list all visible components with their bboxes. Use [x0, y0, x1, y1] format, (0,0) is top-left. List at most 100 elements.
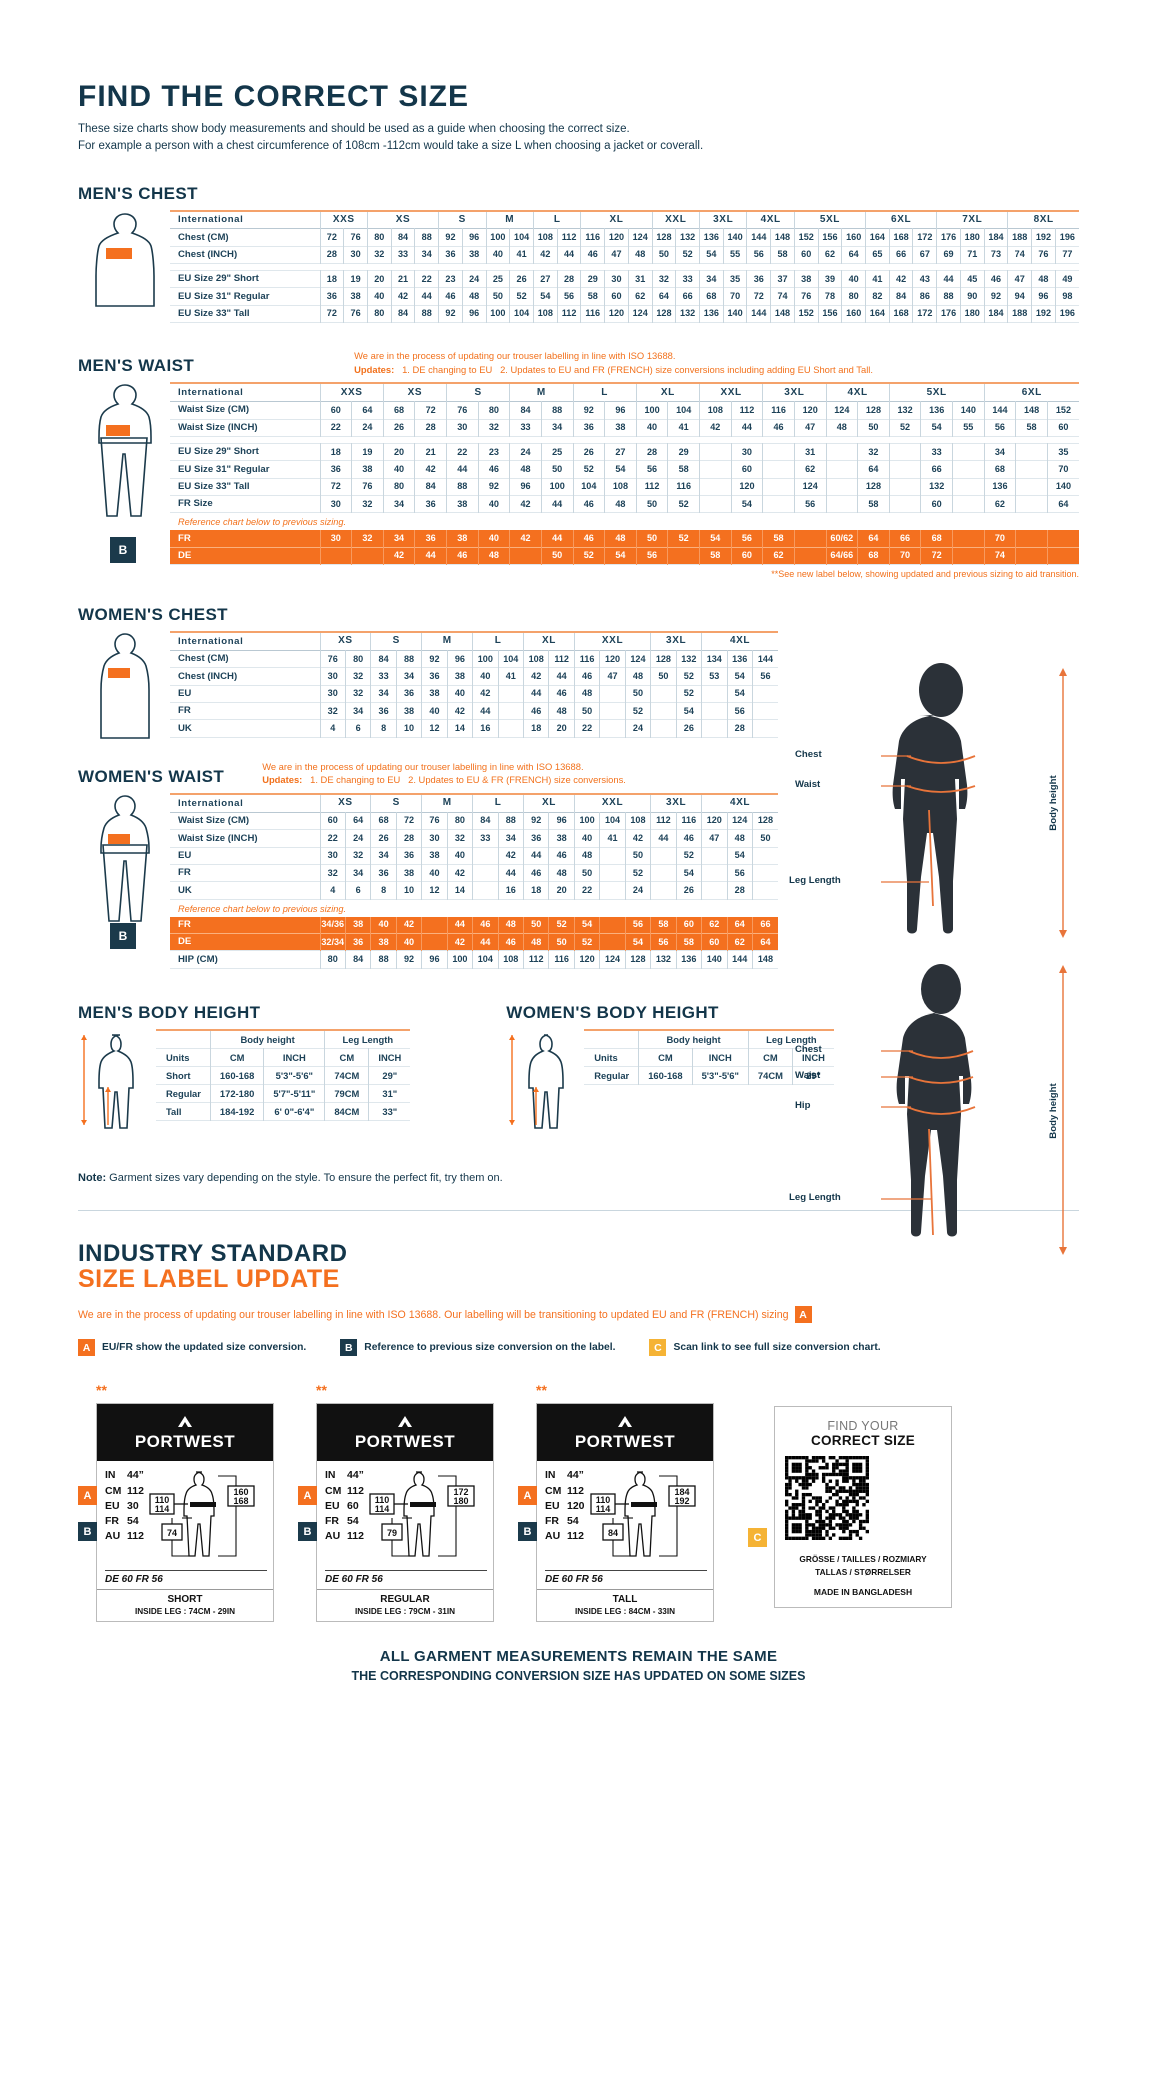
data-cell: 33 — [390, 246, 415, 264]
data-cell — [751, 881, 778, 900]
units-header: CM — [747, 1048, 793, 1067]
data-cell: 42 — [497, 847, 524, 865]
data-cell: 196 — [1054, 228, 1079, 247]
column-header-size: 3XL — [762, 384, 826, 402]
table-row: Chest (CM) 72 76 80 84 88 92 96 100 104 108 112 116 1… — [170, 228, 1079, 247]
column-header-size: XS — [382, 384, 447, 402]
data-cell: 32 — [446, 829, 473, 848]
data-cell: 58 — [580, 287, 605, 306]
data-cell: 27 — [532, 270, 558, 288]
data-cell: 28 — [319, 246, 344, 264]
label-size-value: 54 — [127, 1514, 139, 1527]
data-cell: 24 — [461, 270, 487, 288]
page-title: FIND THE CORRECT SIZE — [78, 80, 470, 113]
data-cell: 42 — [446, 933, 473, 951]
data-cell — [667, 546, 700, 565]
data-cell — [1046, 546, 1079, 565]
mens-body-height-title: MEN'S BODY HEIGHT — [78, 1002, 261, 1022]
data-cell: 72 — [414, 401, 447, 420]
data-cell: 18 — [319, 270, 344, 288]
column-header-size: 4XL — [701, 795, 778, 813]
data-cell: 36 — [344, 933, 371, 951]
data-cell: 29" — [791, 1066, 834, 1085]
data-cell: 46 — [572, 530, 605, 548]
data-cell: 148 — [770, 305, 795, 323]
column-header-size: M — [421, 795, 473, 813]
data-cell: 124 — [627, 305, 653, 323]
data-cell: 76 — [1031, 246, 1056, 264]
data-cell: 48 — [548, 702, 575, 720]
data-cell: 88 — [497, 812, 524, 830]
data-cell: 36 — [421, 667, 448, 686]
data-cell: 38 — [446, 667, 473, 686]
table-row: Waist Size (INCH) 22 24 26 28 30 32 33 34 36 38 40 4… — [170, 419, 1079, 437]
data-cell: 23 — [438, 270, 463, 288]
label-size-value: 112 — [567, 1530, 584, 1543]
label-size-key: FR — [545, 1514, 559, 1527]
label-size-row: IN 44” — [545, 1468, 585, 1483]
data-cell: 46 — [472, 916, 499, 934]
data-cell: 60 — [319, 812, 346, 830]
data-cell: 53 — [701, 667, 727, 686]
data-cell: 20 — [548, 719, 575, 738]
data-cell: 5'3"-5'6" — [263, 1066, 325, 1085]
womens-chest-title: WOMEN'S CHEST — [78, 605, 228, 625]
data-cell: 25 — [485, 270, 510, 288]
data-cell: 44 — [446, 460, 479, 479]
data-cell: 62 — [793, 460, 826, 479]
mens-height-figure — [78, 1029, 156, 1134]
data-cell — [472, 847, 499, 865]
data-cell: 52 — [888, 419, 921, 437]
label-size-row: EU 120 — [545, 1499, 585, 1514]
data-cell: 36 — [370, 702, 397, 720]
svg-text:110: 110 — [375, 1495, 390, 1505]
data-cell — [1015, 530, 1048, 548]
garment-label: PORTWEST IN 44” CM 112 EU 60 FR 54 AU 112 110 114 172… — [316, 1403, 494, 1623]
data-cell: 42 — [446, 864, 473, 882]
data-cell: 34 — [414, 246, 439, 264]
data-cell: 55 — [722, 246, 747, 264]
data-cell: 60 — [701, 933, 727, 951]
data-cell — [701, 702, 727, 720]
data-cell: 76 — [446, 401, 479, 420]
industry-heading-2: SIZE LABEL UPDATE — [78, 1265, 340, 1294]
mens-chest-table: International XXS XS S M L XL XXL 3XL 4XL 5XL 6XL 7X… — [170, 211, 1079, 324]
data-cell: 38 — [461, 246, 487, 264]
data-cell: 70 — [983, 530, 1016, 548]
data-cell: 96 — [446, 650, 473, 668]
data-cell: 172 — [912, 228, 937, 247]
data-cell — [1015, 495, 1048, 513]
data-cell: 100 — [472, 650, 499, 668]
label-size-row: IN 44” — [325, 1468, 364, 1483]
data-cell: 38 — [370, 933, 397, 951]
data-cell — [699, 495, 732, 513]
column-header-size: XXL — [698, 384, 763, 402]
data-cell: 52 — [624, 702, 651, 720]
data-cell: 36 — [438, 246, 463, 264]
data-cell: 42 — [446, 702, 473, 720]
female-body-height-label: Body height — [1047, 1083, 1059, 1139]
legend-key-item: C Scan link to see full size conversion c… — [649, 1339, 881, 1357]
data-cell: 52 — [675, 847, 702, 865]
row-label: UK — [178, 722, 192, 734]
svg-text:184: 184 — [674, 1487, 689, 1497]
asterisk-marker: ** — [96, 1382, 107, 1399]
data-cell: 56 — [635, 460, 668, 479]
data-cell: 34 — [344, 864, 371, 882]
mens-chest-accent-bar — [170, 209, 1079, 212]
legend-key-item: B Reference to previous size conversion o… — [340, 1339, 615, 1357]
badge-b-mens: B — [110, 537, 136, 564]
data-cell: 58 — [857, 495, 890, 513]
data-cell: 80 — [477, 401, 510, 420]
row-label: FR — [178, 705, 191, 717]
data-cell: 132 — [888, 401, 921, 420]
data-cell: 96 — [461, 305, 487, 323]
data-cell — [497, 702, 524, 720]
data-cell: 60 — [1046, 419, 1079, 437]
data-cell: 62 — [762, 546, 795, 565]
data-cell: 34/36 — [319, 916, 346, 934]
data-cell: 66 — [888, 530, 921, 548]
data-cell — [1015, 443, 1048, 461]
qr-code-icon[interactable] — [785, 1456, 869, 1541]
table-header-row: International XXS XS S M L XL XXL 3XL 4XL 5XL 6XL 7X… — [170, 211, 1079, 229]
